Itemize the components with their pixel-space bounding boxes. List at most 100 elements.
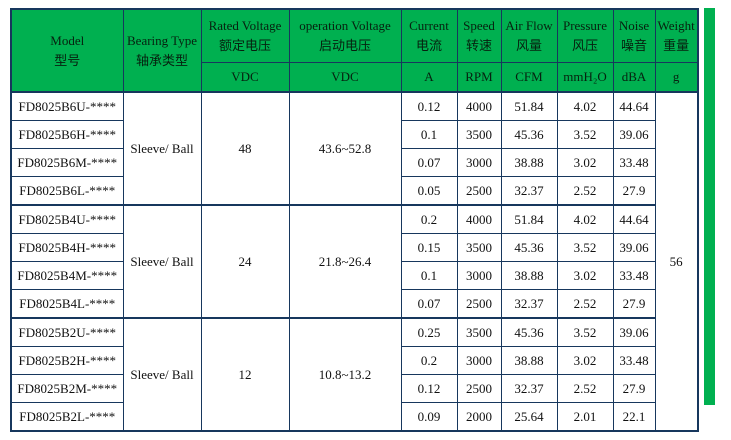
table-header: Model 型号 Bearing Type 轴承类型 Rated Voltage… [10,8,699,93]
model-cell: FD8025B4U-**** [10,204,124,234]
model-cell: FD8025B2L-**** [10,402,124,432]
noise-cell: 33.48 [612,346,656,375]
model-cell: FD8025B2U-**** [10,317,124,347]
pressure-cell: 2.52 [556,289,614,319]
air-flow-cell: 51.84 [500,91,558,121]
header-model-zh: 型号 [54,52,81,68]
speed-cell: 2500 [456,374,502,403]
table-row: FD8025B4L-**** 0.07 2500 32.37 2.52 27.9 [10,289,698,319]
air-flow-cell: 32.37 [500,176,558,206]
weight-cell: 56 [654,91,699,432]
model-cell: FD8025B4H-**** [10,233,124,262]
pressure-cell: 3.02 [556,148,614,177]
table-row: FD8025B4U-**** Sleeve/ Ball 24 21.8~26.4 0.2… [10,204,698,319]
pressure-cell: 3.52 [556,233,614,262]
speed-cell: 2500 [456,289,502,319]
pressure-cell: 3.02 [556,261,614,290]
header-pressure: Pressure 风压 [556,8,614,63]
air-flow-cell: 45.36 [500,233,558,262]
current-cell: 0.1 [400,120,458,149]
model-cell: FD8025B6L-**** [10,176,124,206]
speed-cell: 3000 [456,346,502,375]
rated-voltage-cell: 12 [200,317,290,432]
model-cell: FD8025B2H-**** [10,346,124,375]
header-current: Current 电流 [400,8,458,63]
speed-cell: 2500 [456,176,502,206]
header-bearing-type-zh: 轴承类型 [135,52,188,68]
noise-cell: 27.9 [612,289,656,319]
noise-cell: 39.06 [612,317,656,347]
model-cell: FD8025B4M-**** [10,261,124,290]
current-cell: 0.25 [400,317,458,347]
speed-cell: 3500 [456,233,502,262]
header-weight-zh: 重量 [663,38,690,53]
air-flow-cell: 45.36 [500,317,558,347]
header-speed-zh: 转速 [465,38,492,53]
header-rated-voltage-zh: 额定电压 [218,38,271,53]
current-cell: 0.15 [400,233,458,262]
speed-cell: 4000 [456,204,502,234]
current-cell: 0.09 [400,402,458,432]
header-noise-en: Noise [618,18,650,33]
model-cell: FD8025B4L-**** [10,289,124,319]
header-weight-unit: g [654,62,699,93]
header-operation-voltage-zh: 启动电压 [318,38,371,53]
pressure-cell: 3.52 [556,120,614,149]
header-air-flow-zh: 风量 [515,38,542,53]
noise-cell: 22.1 [612,402,656,432]
table-row: FD8025B6M-**** 0.07 3000 38.88 3.02 33.48 [10,148,698,177]
speed-cell: 3000 [456,261,502,290]
table-row: FD8025B4H-**** 0.15 3500 45.36 3.52 39.06 [10,233,698,262]
header-noise: Noise 噪音 [612,8,656,63]
operation-voltage-cell: 10.8~13.2 [288,317,402,432]
header-weight: Weight 重量 [654,8,699,63]
noise-cell: 33.48 [612,148,656,177]
current-cell: 0.2 [400,204,458,234]
pressure-cell: 4.02 [556,204,614,234]
header-bearing-type: Bearing Type 轴承类型 [122,8,202,93]
pressure-cell: 2.01 [556,402,614,432]
model-cell: FD8025B2M-**** [10,374,124,403]
current-cell: 0.05 [400,176,458,206]
current-cell: 0.1 [400,261,458,290]
header-speed-unit: RPM [456,62,502,93]
header-air-flow-en: Air Flow [505,18,553,33]
current-cell: 0.12 [400,91,458,121]
rated-voltage-cell: 24 [200,204,290,319]
noise-cell: 39.06 [612,120,656,149]
table-row: FD8025B6L-**** 0.05 2500 32.37 2.52 27.9 [10,176,698,206]
pressure-cell: 3.52 [556,317,614,347]
header-weight-en: Weight [657,18,695,33]
header-bearing-type-en: Bearing Type [127,32,197,48]
table-row: FD8025B6U-**** Sleeve/ Ball 48 43.6~52.8 0.1… [10,91,699,432]
table-body: FD8025B6U-**** Sleeve/ Ball 48 43.6~52.8 0.1… [10,91,699,432]
model-cell: FD8025B6U-**** [10,91,124,121]
air-flow-cell: 25.64 [500,402,558,432]
speed-cell: 3500 [456,317,502,347]
air-flow-cell: 51.84 [500,204,558,234]
header-current-en: Current [409,18,449,33]
pressure-cell: 3.02 [556,346,614,375]
header-current-zh: 电流 [415,38,442,53]
header-rated-voltage: Rated Voltage 额定电压 [200,8,290,63]
pressure-cell: 2.52 [556,176,614,206]
noise-cell: 33.48 [612,261,656,290]
noise-cell: 44.64 [612,204,656,234]
rated-voltage-cell: 48 [200,91,290,206]
bearing-type-cell: Sleeve/ Ball [122,91,202,206]
header-speed-en: Speed [463,18,495,33]
page-edge-accent-bar [704,8,715,405]
bearing-type-cell: Sleeve/ Ball [122,317,202,432]
table-row: FD8025B2M-**** 0.12 2500 32.37 2.52 27.9 [10,374,698,403]
header-noise-unit: dBA [612,62,656,93]
header-speed: Speed 转速 [456,8,502,63]
header-operation-voltage: operation Voltage 启动电压 [288,8,402,63]
header-pressure-unit: mmH₂O [556,62,614,93]
current-cell: 0.12 [400,374,458,403]
header-model-en: Model [50,32,85,48]
air-flow-cell: 32.37 [500,289,558,319]
table-row: FD8025B2H-**** 0.2 3000 38.88 3.02 33.48 [10,346,698,375]
air-flow-cell: 45.36 [500,120,558,149]
fan-spec-table: Model 型号 Bearing Type 轴承类型 Rated Voltage… [10,8,699,432]
